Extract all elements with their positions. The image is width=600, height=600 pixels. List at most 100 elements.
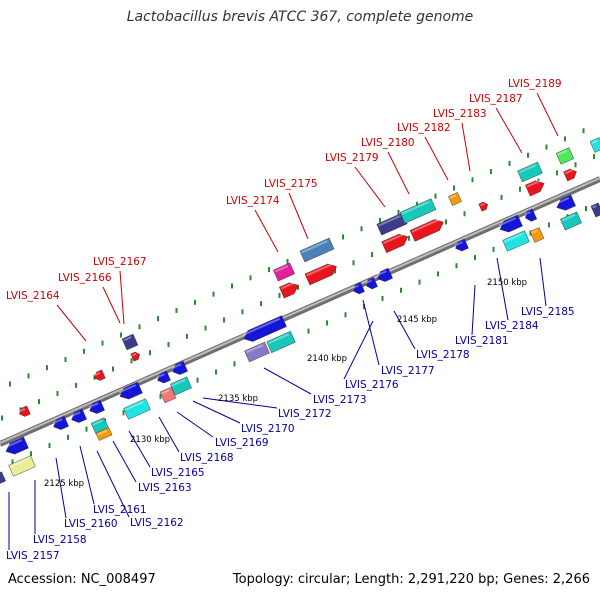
gene-highlight: [383, 233, 404, 245]
gene-highlight: [498, 217, 517, 227]
ruler-tick: [352, 260, 355, 266]
leader-line: [354, 166, 386, 208]
ruler-tick: [381, 295, 384, 301]
gene-highlight: [592, 205, 597, 209]
gene-arrow: [556, 194, 576, 211]
ruler-tick: [400, 287, 402, 293]
ruler-tick: [278, 292, 281, 298]
gene-arrow: [130, 351, 140, 362]
gene-highlight: [242, 317, 281, 336]
leader-line: [158, 416, 180, 453]
ruler-tick: [379, 218, 381, 224]
gene-label-lower: LVIS_2163: [138, 482, 192, 494]
leader-line: [263, 367, 312, 395]
label-leader-lines: [8, 92, 559, 550]
gene-arrow: [5, 436, 29, 455]
gene-feature: [517, 161, 543, 183]
gene-highlight: [352, 284, 360, 289]
ruler-tick: [363, 304, 365, 310]
gene-highlight: [52, 418, 63, 425]
gene-arrow: [525, 208, 538, 222]
ruler-tick: [101, 340, 104, 346]
gene-label-lower: LVIS_2172: [278, 408, 332, 420]
ruler-tick: [241, 309, 244, 315]
ruler-tick: [548, 222, 550, 228]
ruler-tick: [186, 333, 188, 339]
gene-arrow: [53, 415, 69, 430]
ruler-tick: [157, 316, 159, 322]
gene-label-lower: LVIS_2157: [6, 550, 60, 562]
gene-highlight: [245, 344, 264, 354]
ruler-tick: [574, 162, 577, 168]
ruler-tick: [537, 178, 540, 184]
gene-label-lower: LVIS_2168: [180, 452, 234, 464]
gene-label-upper: LVIS_2189: [508, 78, 562, 90]
ruler-tick: [519, 186, 521, 192]
gene-label-upper: LVIS_2180: [361, 137, 415, 149]
ruler-tick: [30, 451, 32, 457]
leader-line: [254, 209, 279, 253]
gene-box: [123, 398, 151, 420]
gene-highlight: [274, 265, 289, 273]
gene-highlight: [591, 139, 598, 144]
ruler-tick: [297, 284, 299, 290]
ruler-tick: [527, 152, 529, 158]
ruler-tick: [416, 201, 418, 207]
gene-highlight: [92, 419, 103, 426]
leader-line: [393, 310, 416, 350]
ruler-tick: [231, 283, 233, 289]
ruler-tick: [11, 459, 14, 465]
leader-line: [343, 320, 374, 380]
gene-highlight: [88, 402, 99, 409]
gene-highlight: [376, 270, 387, 277]
leader-line: [96, 450, 130, 518]
ruler-tick: [215, 369, 217, 375]
gene-highlight: [171, 363, 182, 370]
leader-line: [461, 122, 471, 172]
ruler-tick: [490, 169, 492, 175]
scale-label: 2135 kbp: [218, 394, 258, 404]
gene-highlight: [555, 197, 570, 205]
gene-box: [560, 211, 582, 231]
gene-feature: [555, 147, 575, 165]
ruler-tick: [500, 194, 503, 200]
gene-feature: [525, 180, 545, 197]
gene-feature: [159, 386, 177, 404]
ruler-tick: [130, 358, 133, 364]
gene-feature: [299, 237, 335, 263]
gene-highlight: [401, 200, 430, 215]
gene-box: [502, 230, 530, 252]
scale-label: 2130 kbp: [130, 435, 170, 445]
gene-box: [0, 471, 6, 485]
gene-feature: [123, 398, 151, 420]
ruler-tick: [204, 325, 207, 331]
ruler-tick: [471, 177, 474, 183]
gene-label-upper: LVIS_2183: [433, 108, 487, 120]
gene-arrow: [172, 360, 188, 375]
gene-box: [273, 262, 295, 282]
gene-highlight: [132, 352, 137, 357]
gene-feature: [0, 471, 6, 485]
ruler-tick: [9, 381, 11, 387]
gene-arrow: [455, 238, 469, 252]
gene-label-upper: LVIS_2164: [6, 290, 60, 302]
leader-line: [536, 92, 559, 137]
gene-highlight: [561, 214, 576, 222]
gene-label-lower: LVIS_2165: [151, 467, 205, 479]
gene-label-upper: LVIS_2187: [469, 93, 523, 105]
gene-highlight: [156, 373, 165, 379]
gene-arrow: [304, 263, 337, 286]
gene-box: [555, 147, 575, 165]
ruler-tick: [38, 399, 40, 405]
ruler-tick: [360, 226, 363, 232]
gene-feature: [498, 214, 523, 233]
gene-label-lower: LVIS_2162: [130, 517, 184, 529]
ruler-tick: [46, 365, 48, 371]
ruler-tick: [593, 154, 595, 160]
gene-highlight: [365, 279, 373, 284]
gene-arrow: [243, 315, 287, 342]
gene-highlight: [306, 263, 333, 277]
gene-box: [159, 386, 177, 404]
gene-feature: [560, 211, 582, 231]
gene-box: [170, 376, 192, 396]
